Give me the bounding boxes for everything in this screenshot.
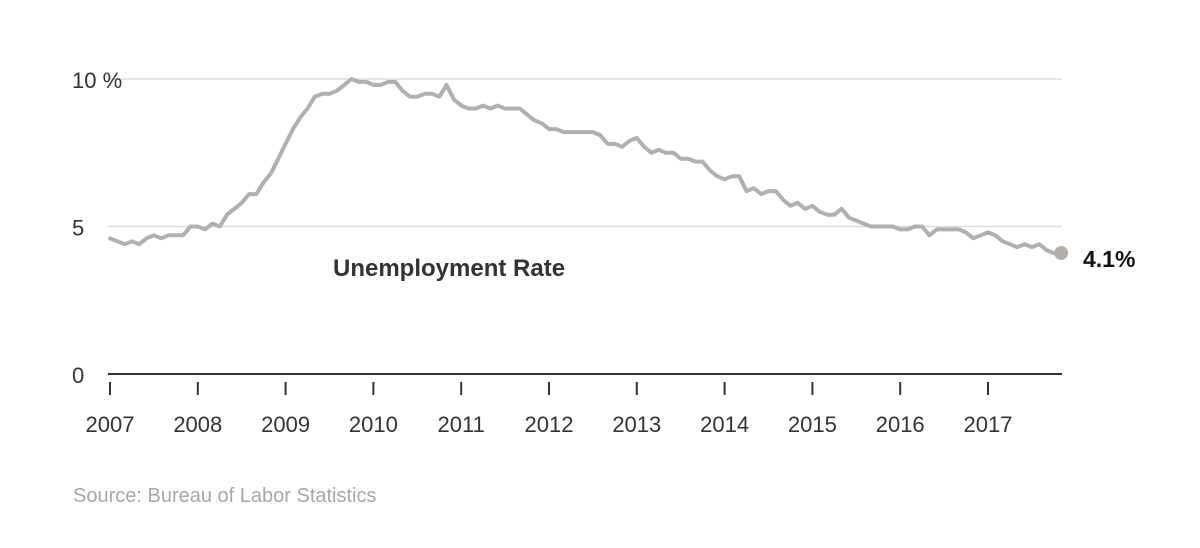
x-tick-label: 2013: [612, 412, 661, 437]
x-tick-label: 2009: [261, 412, 310, 437]
series-layer: [108, 77, 1069, 261]
x-tick-label: 2007: [86, 412, 135, 437]
x-axis: [108, 373, 1062, 395]
x-tick-label: 2014: [700, 412, 749, 437]
x-tick-label: 2015: [788, 412, 837, 437]
x-tick-label: 2012: [525, 412, 574, 437]
y-axis-labels: 0 5 10 %: [72, 68, 122, 388]
x-tick-label: 2008: [173, 412, 222, 437]
y-tick-label: 5: [72, 216, 84, 241]
gridlines: [108, 78, 1062, 228]
series-label: Unemployment Rate: [333, 255, 565, 282]
end-value-label: 4.1%: [1083, 246, 1135, 272]
source-note: Source: Bureau of Labor Statistics: [73, 485, 377, 507]
x-tick-label: 2010: [349, 412, 398, 437]
y-tick-label: 10 %: [72, 68, 122, 93]
y-tick-label: 0: [72, 363, 84, 388]
series-end-point: [1054, 246, 1069, 261]
x-tick-label: 2017: [964, 412, 1013, 437]
series-line: [108, 77, 1064, 256]
x-tick-label: 2011: [438, 412, 485, 437]
x-tick-label: 2016: [876, 412, 925, 437]
x-axis-labels: 2007 2008 2009 2010 2011 2012 2013 2014 2015 2016…: [86, 412, 1013, 437]
